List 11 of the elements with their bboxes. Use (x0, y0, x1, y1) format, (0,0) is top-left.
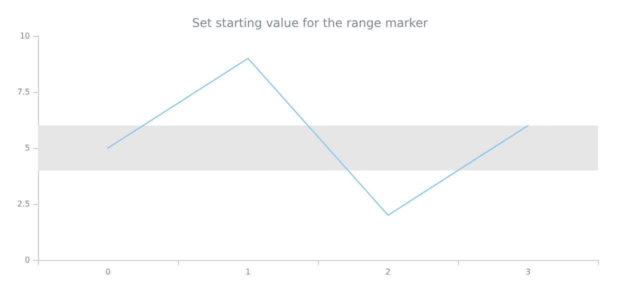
y-tick-label: 5 (24, 144, 30, 152)
y-tick-label: 7.5 (17, 88, 30, 96)
x-tick-label: 2 (385, 268, 391, 276)
y-tick-label: 2.5 (17, 200, 30, 208)
x-tick-label: 1 (245, 268, 251, 276)
chart-title: Set starting value for the range marker (192, 16, 428, 30)
x-tick-label: 3 (525, 268, 531, 276)
y-tick-label: 0 (24, 256, 30, 264)
y-tick-label: 10 (20, 32, 30, 40)
line-series (107, 58, 529, 216)
x-tick-label: 0 (105, 268, 111, 276)
